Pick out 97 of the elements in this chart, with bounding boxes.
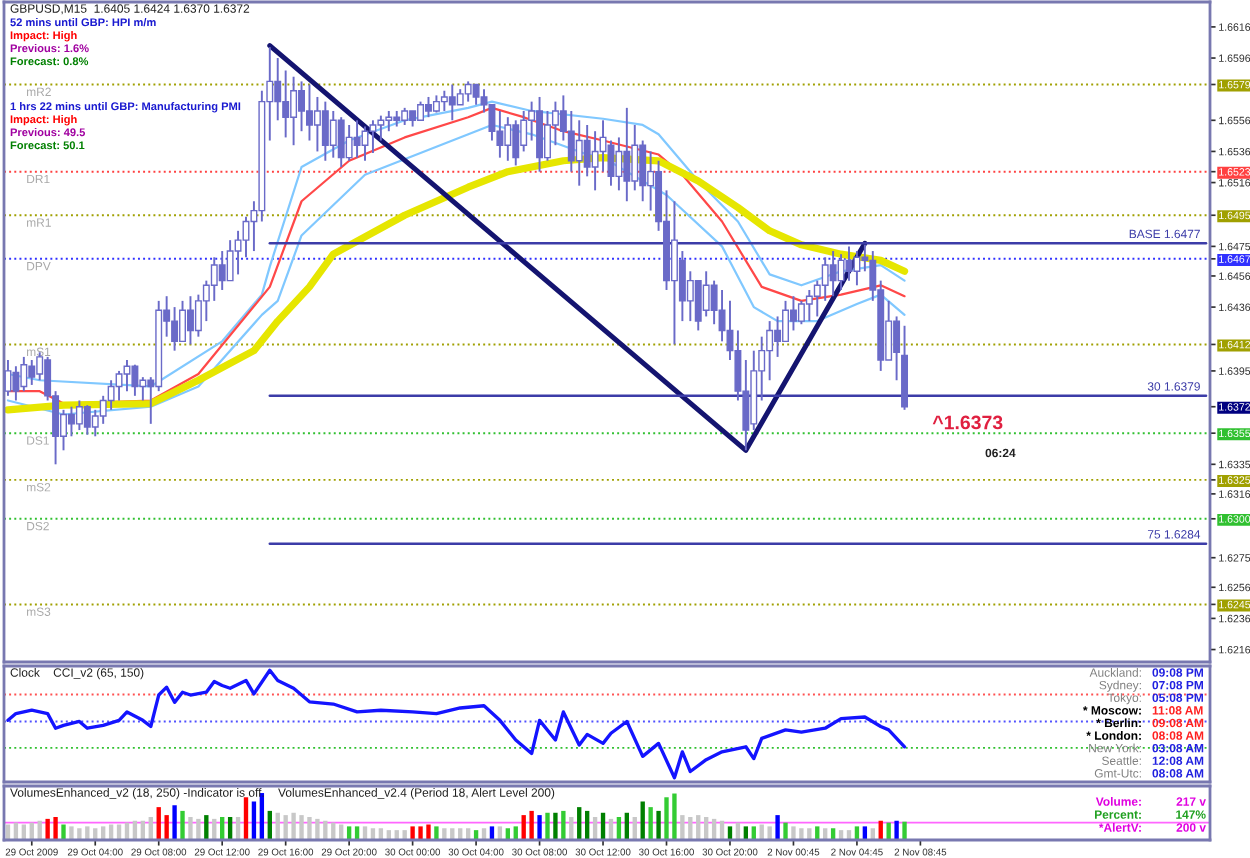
bar xyxy=(648,807,653,840)
bar xyxy=(188,816,193,840)
bar xyxy=(299,815,304,840)
bar xyxy=(664,797,669,840)
candlestick xyxy=(290,75,298,147)
bar xyxy=(537,815,542,840)
candlestick xyxy=(417,100,425,122)
candlestick xyxy=(298,80,306,133)
candlestick xyxy=(353,119,361,159)
candlestick xyxy=(186,295,194,346)
candlestick xyxy=(623,106,631,203)
bar xyxy=(672,793,677,840)
candlestick xyxy=(107,379,115,411)
candlestick xyxy=(544,109,551,162)
candlestick xyxy=(702,270,710,318)
candlestick xyxy=(575,119,583,187)
bar xyxy=(204,815,209,840)
candlestick xyxy=(464,80,472,103)
bar xyxy=(196,818,201,840)
candlestick xyxy=(218,250,226,291)
bar xyxy=(577,807,582,840)
candlestick xyxy=(805,289,813,323)
bar xyxy=(545,812,550,840)
candlestick xyxy=(425,95,432,119)
bar xyxy=(561,810,566,840)
candlestick xyxy=(321,100,329,162)
bar xyxy=(164,815,169,840)
bar xyxy=(656,810,661,840)
bar xyxy=(410,826,415,840)
candlestick xyxy=(440,89,448,112)
bar xyxy=(307,816,312,840)
annotation: ^1.6373 xyxy=(932,415,1003,430)
candlestick xyxy=(821,256,829,302)
bar xyxy=(53,816,58,840)
candlestick xyxy=(369,119,377,154)
candlestick xyxy=(83,404,91,436)
bar xyxy=(323,820,328,840)
candlestick xyxy=(496,109,504,159)
candlestick xyxy=(774,315,782,358)
bar xyxy=(180,810,185,840)
bar xyxy=(894,820,899,840)
candlestick xyxy=(75,399,83,432)
bar xyxy=(886,822,891,840)
bar xyxy=(680,815,685,840)
bar xyxy=(315,818,320,840)
bar xyxy=(640,801,645,840)
candlestick xyxy=(329,109,337,159)
bar xyxy=(553,812,558,840)
candlestick xyxy=(837,253,845,291)
candlestick xyxy=(345,124,353,162)
bar xyxy=(45,818,50,840)
candlestick xyxy=(226,239,234,282)
bar xyxy=(775,815,780,840)
bar xyxy=(243,797,249,840)
candlestick xyxy=(28,359,36,386)
bar xyxy=(61,824,66,840)
bar xyxy=(791,826,796,840)
bar xyxy=(529,810,534,840)
candlestick xyxy=(210,256,218,302)
bar xyxy=(807,828,812,840)
candlestick xyxy=(385,109,393,133)
candlestick xyxy=(536,95,544,173)
bar xyxy=(251,801,257,840)
candlestick xyxy=(853,250,861,287)
bar xyxy=(902,821,907,840)
candlestick xyxy=(12,365,20,402)
candlestick xyxy=(472,83,480,106)
candlestick xyxy=(20,355,28,393)
candlestick xyxy=(694,279,702,332)
bar xyxy=(77,828,82,840)
candlestick xyxy=(67,405,75,438)
candlestick xyxy=(448,83,456,122)
bar xyxy=(156,807,161,840)
bar xyxy=(291,812,296,840)
bar xyxy=(172,805,177,840)
bar xyxy=(69,826,74,840)
candlestick xyxy=(512,119,520,167)
candlestick xyxy=(670,200,678,346)
bar xyxy=(783,822,788,840)
bar xyxy=(767,826,772,840)
candlestick xyxy=(131,363,139,397)
candlestick xyxy=(4,359,12,397)
candlestick xyxy=(179,299,186,343)
candlestick xyxy=(615,136,623,192)
bar xyxy=(418,826,423,840)
candlestick xyxy=(829,250,837,298)
candlestick xyxy=(305,83,313,142)
candlestick xyxy=(337,116,345,168)
candlestick xyxy=(313,95,321,153)
bar xyxy=(799,828,804,840)
bar xyxy=(283,815,288,840)
bar xyxy=(434,826,439,840)
bar xyxy=(426,824,431,840)
candlestick xyxy=(504,116,512,162)
candlestick xyxy=(274,57,282,122)
bar xyxy=(442,828,447,840)
bar xyxy=(402,830,407,840)
